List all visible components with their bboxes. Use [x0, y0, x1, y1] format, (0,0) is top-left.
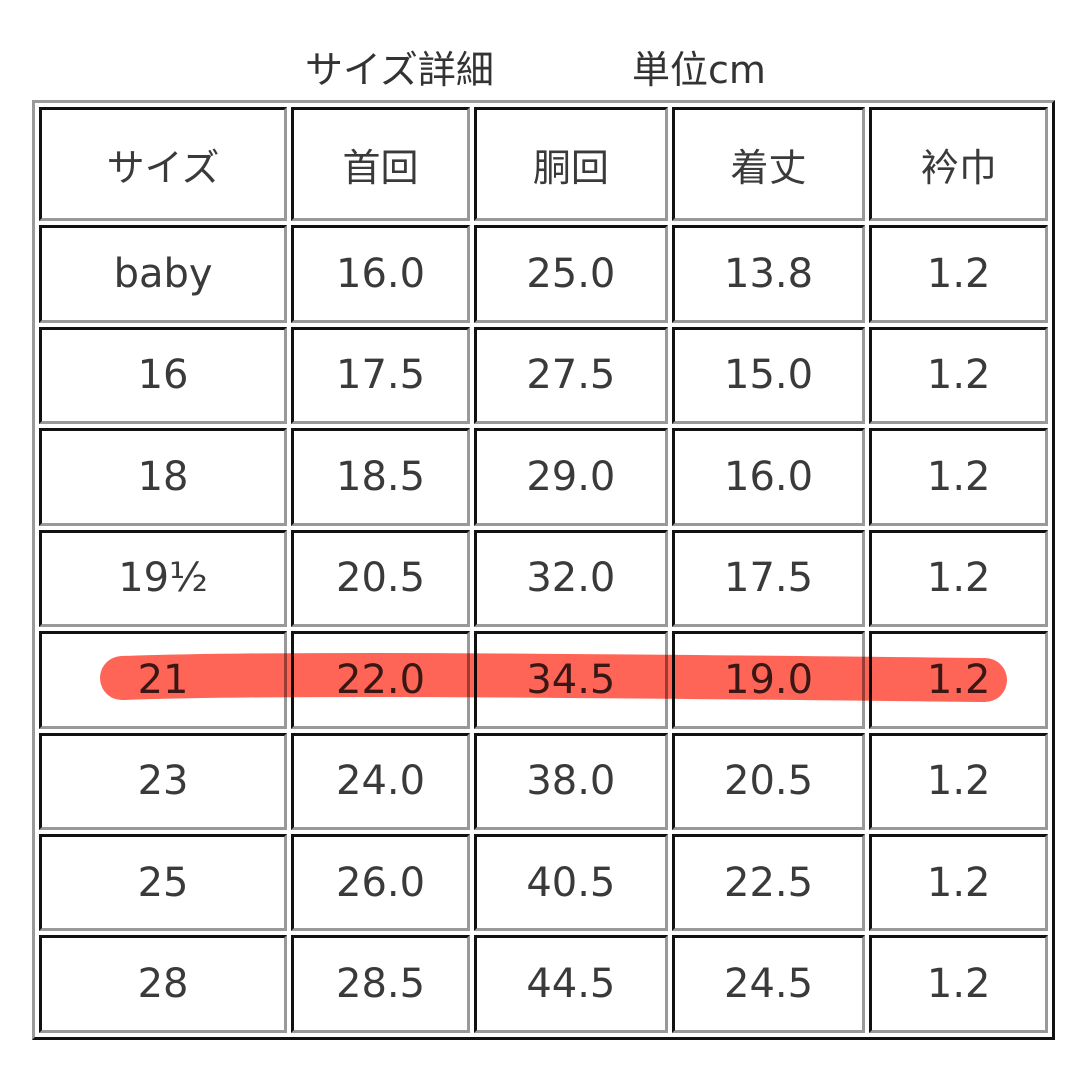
cell-length: 17.5: [671, 529, 866, 628]
cell-size: 28: [39, 935, 288, 1033]
cell-collar-width: 1.2: [869, 935, 1048, 1033]
size-table: サイズ 首回 胴回 着丈 衿巾 baby 16.0 25.0 13.8 1.2 16 17.5 27.5…: [32, 100, 1055, 1040]
header-size: サイズ: [39, 107, 288, 222]
title-label: サイズ詳細: [305, 48, 494, 92]
cell-collar-width: 1.2: [869, 529, 1048, 628]
cell-size: 19½: [39, 529, 288, 628]
header-neck: 首回: [291, 107, 470, 222]
cell-collar-width: 1.2: [869, 732, 1048, 831]
cell-collar-width: 1.2: [869, 428, 1048, 526]
table-row: 25 26.0 40.5 22.5 1.2: [39, 834, 1048, 932]
cell-size: baby: [39, 225, 288, 323]
unit-label: 単位cm: [632, 48, 766, 92]
cell-length: 13.8: [671, 225, 866, 323]
cell-chest: 29.0: [474, 428, 668, 526]
cell-chest: 32.0: [474, 529, 668, 628]
cell-neck: 22.0: [291, 631, 470, 729]
header-row: サイズ 首回 胴回 着丈 衿巾: [39, 107, 1048, 222]
cell-neck: 26.0: [291, 834, 470, 932]
cell-size: 16: [39, 326, 288, 425]
cell-collar-width: 1.2: [869, 326, 1048, 425]
table-row: 16 17.5 27.5 15.0 1.2: [39, 326, 1048, 425]
header-length: 着丈: [671, 107, 866, 222]
cell-neck: 20.5: [291, 529, 470, 628]
cell-size: 25: [39, 834, 288, 932]
chart-title: サイズ詳細 単位cm: [0, 42, 1080, 98]
table-row: baby 16.0 25.0 13.8 1.2: [39, 225, 1048, 323]
cell-chest: 38.0: [474, 732, 668, 831]
table-row: 19½ 20.5 32.0 17.5 1.2: [39, 529, 1048, 628]
cell-neck: 17.5: [291, 326, 470, 425]
cell-chest: 25.0: [474, 225, 668, 323]
cell-length: 20.5: [671, 732, 866, 831]
cell-size: 21: [39, 631, 288, 729]
cell-size: 18: [39, 428, 288, 526]
cell-size: 23: [39, 732, 288, 831]
table-row: 21 22.0 34.5 19.0 1.2: [39, 631, 1048, 729]
header-chest: 胴回: [474, 107, 668, 222]
cell-neck: 16.0: [291, 225, 470, 323]
cell-length: 15.0: [671, 326, 866, 425]
cell-collar-width: 1.2: [869, 834, 1048, 932]
header-collar-width: 衿巾: [869, 107, 1048, 222]
cell-length: 19.0: [671, 631, 866, 729]
cell-length: 24.5: [671, 935, 866, 1033]
cell-neck: 28.5: [291, 935, 470, 1033]
cell-length: 22.5: [671, 834, 866, 932]
table-row: 18 18.5 29.0 16.0 1.2: [39, 428, 1048, 526]
table-row: 23 24.0 38.0 20.5 1.2: [39, 732, 1048, 831]
cell-neck: 24.0: [291, 732, 470, 831]
cell-chest: 27.5: [474, 326, 668, 425]
cell-neck: 18.5: [291, 428, 470, 526]
cell-chest: 44.5: [474, 935, 668, 1033]
table-row: 28 28.5 44.5 24.5 1.2: [39, 935, 1048, 1033]
cell-collar-width: 1.2: [869, 631, 1048, 729]
cell-length: 16.0: [671, 428, 866, 526]
cell-chest: 34.5: [474, 631, 668, 729]
cell-chest: 40.5: [474, 834, 668, 932]
cell-collar-width: 1.2: [869, 225, 1048, 323]
